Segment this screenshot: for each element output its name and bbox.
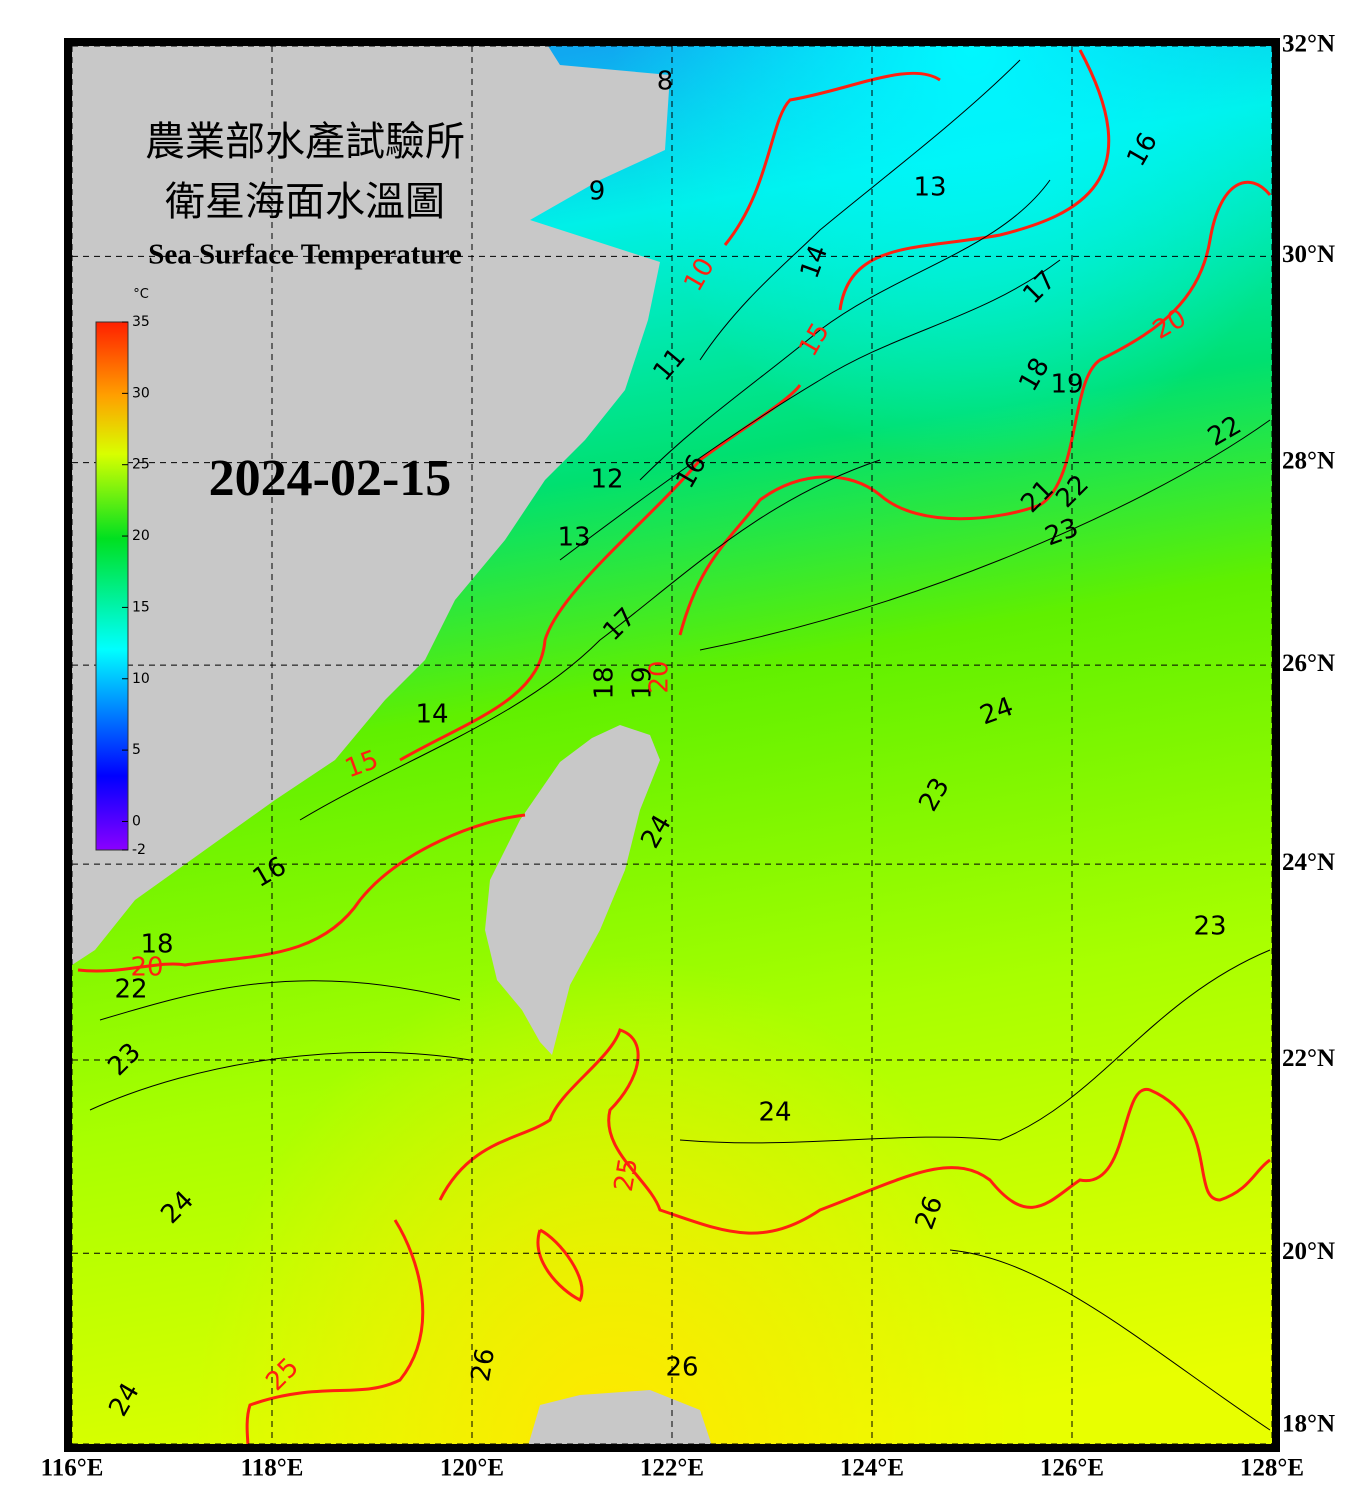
lat-label: 28°N	[1282, 447, 1335, 474]
lat-label: 26°N	[1282, 650, 1335, 677]
colorbar-tick-label: 35	[132, 314, 150, 330]
contour-label: 12	[590, 465, 623, 495]
contour-label: 19	[1050, 370, 1083, 400]
contours	[89, 59, 1271, 1431]
subtitle: Sea Surface Temperature	[148, 239, 462, 271]
contour-label: 14	[415, 700, 448, 730]
date: 2024-02-15	[209, 450, 452, 507]
isotherm-label: 20	[645, 660, 675, 693]
lon-label: 118°E	[241, 1455, 304, 1482]
colorbar-tick-label: 20	[132, 528, 150, 544]
land-taiwan	[485, 725, 660, 1055]
map-frame	[64, 38, 1280, 1452]
contour-label: 13	[913, 173, 946, 203]
lon-label: 116°E	[41, 1455, 104, 1482]
contour-label: 24	[758, 1098, 791, 1128]
lat-label: 32°N	[1282, 31, 1335, 58]
colorbar-tick-label: 15	[132, 599, 150, 615]
contour-label: 26	[665, 1353, 698, 1383]
contour-label: 8	[657, 67, 674, 97]
colorbar-tick-label: 0	[132, 813, 141, 829]
map-area	[72, 46, 1272, 1444]
lat-label: 20°N	[1282, 1238, 1335, 1265]
land-china	[72, 46, 670, 965]
lat-label: 30°N	[1282, 241, 1335, 268]
colorbar-tick-label: 5	[132, 742, 141, 758]
lat-label: 24°N	[1282, 849, 1335, 876]
lon-label: 122°E	[640, 1455, 704, 1482]
contour-label: 18	[590, 666, 620, 699]
contour-label: 23	[1193, 912, 1226, 942]
lat-label: 22°N	[1282, 1045, 1335, 1072]
lon-label: 124°E	[840, 1455, 904, 1482]
colorbar-tick-label: 30	[132, 385, 150, 401]
isotherm-label: 25	[609, 1156, 644, 1194]
contour-label: 13	[557, 523, 590, 553]
isotherm-label: 20	[130, 953, 163, 983]
contour-label: 26	[466, 1346, 501, 1384]
colorbar-unit: °C	[133, 287, 149, 302]
contour-label: 9	[589, 177, 606, 207]
title: 衛星海面水溫圖	[165, 179, 445, 225]
colorbar-tick-label: 25	[132, 457, 150, 473]
isotherms	[77, 49, 1272, 1444]
colorbar-tick-label: -2	[132, 842, 146, 858]
title: 農業部水產試驗所	[145, 119, 465, 165]
contour-label: 19	[628, 666, 658, 699]
contour-label: 18	[140, 930, 173, 960]
land-luzon	[528, 1390, 712, 1444]
lat-label: 18°N	[1282, 1411, 1335, 1438]
contour-label: 22	[114, 975, 147, 1005]
colorbar-tick-label: 10	[132, 671, 150, 687]
lon-label: 120°E	[440, 1455, 504, 1482]
lon-label: 128°E	[1240, 1455, 1304, 1482]
colorbar	[95, 321, 129, 851]
lon-label: 126°E	[1040, 1455, 1104, 1482]
